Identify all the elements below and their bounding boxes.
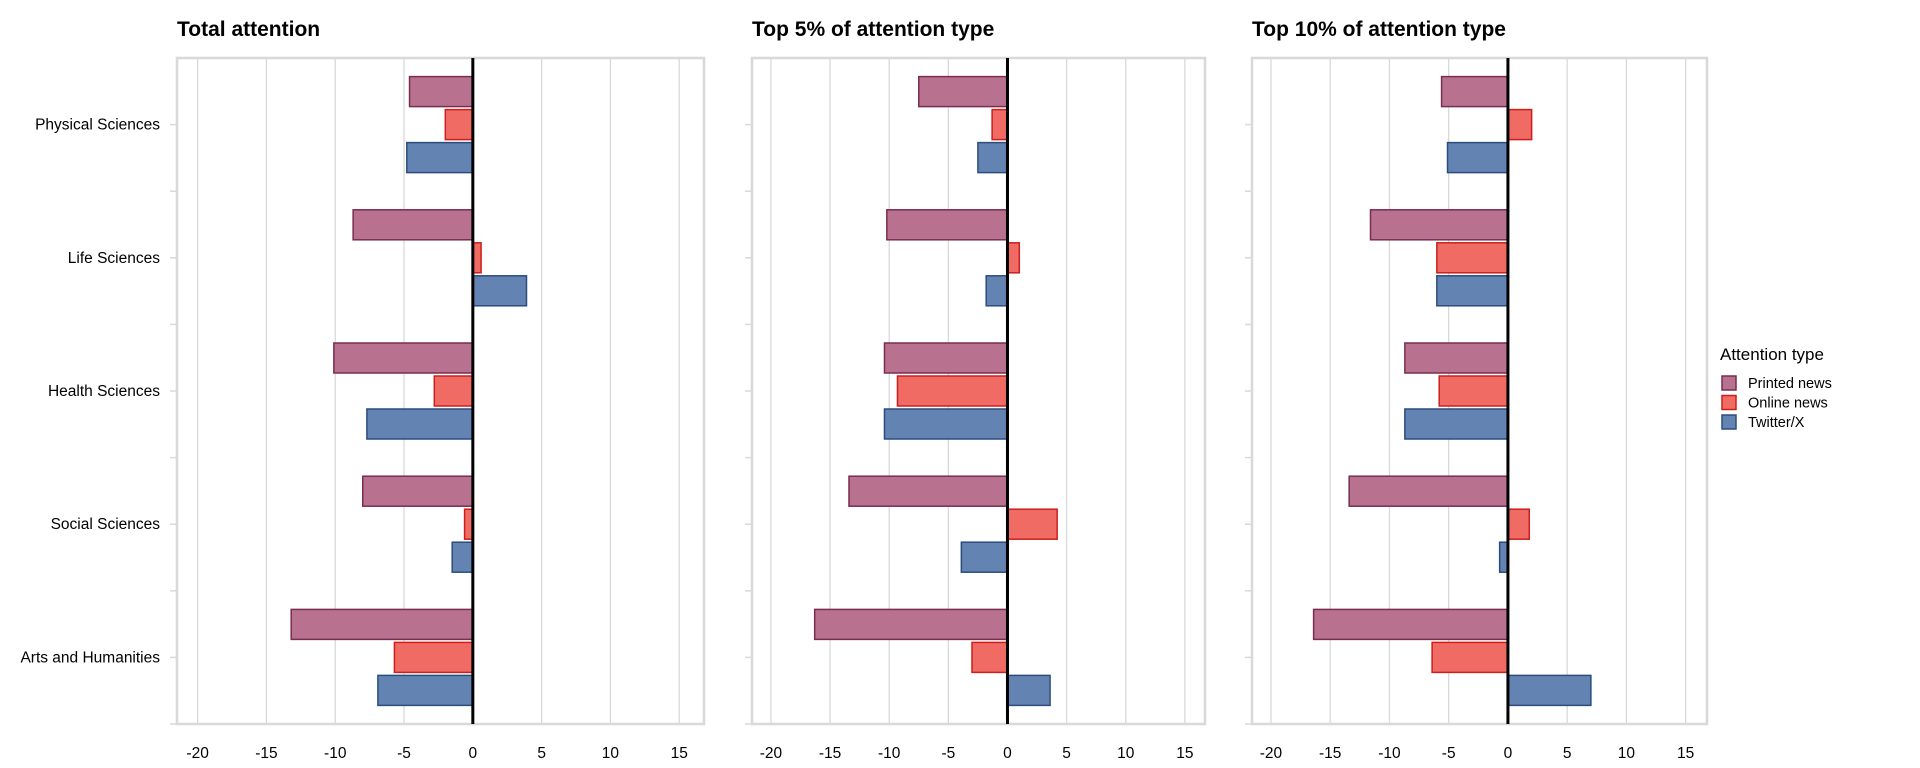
x-tick-label: 5 bbox=[1563, 745, 1572, 762]
bar-printed bbox=[290, 608, 474, 641]
category-label: Arts and Humanities bbox=[20, 649, 160, 666]
category-label: Life Sciences bbox=[68, 250, 160, 267]
bar-printed bbox=[1404, 342, 1509, 374]
legend: Attention type Printed news Online news Tw… bbox=[1720, 345, 1832, 431]
x-tick-label: 0 bbox=[1003, 745, 1012, 762]
bar-online bbox=[991, 108, 1009, 141]
x-tick-label: -5 bbox=[397, 745, 411, 762]
bar-online bbox=[1436, 242, 1509, 274]
bar-printed bbox=[333, 342, 474, 374]
bar-twitter bbox=[985, 275, 1009, 307]
bar-online bbox=[1438, 375, 1509, 407]
bar-online bbox=[444, 108, 474, 141]
bar-printed bbox=[408, 75, 474, 108]
x-tick-label: -15 bbox=[255, 745, 277, 762]
panel-3: Top 10% of attention type -20 -15 -10 -5 0 5 10… bbox=[1245, 18, 1709, 762]
panel-frame bbox=[175, 56, 706, 726]
legend-label: Twitter/X bbox=[1748, 415, 1805, 431]
legend-swatch-online bbox=[1721, 394, 1737, 411]
x-tick-label: -5 bbox=[1442, 745, 1456, 762]
x-tick-label: 15 bbox=[1677, 745, 1694, 762]
bar-twitter bbox=[1404, 408, 1509, 440]
x-tick-label: -20 bbox=[186, 745, 209, 762]
bar-twitter bbox=[406, 141, 474, 174]
bar-printed bbox=[1369, 209, 1509, 241]
bar-printed bbox=[883, 342, 1009, 374]
bar-twitter bbox=[1507, 674, 1592, 707]
bar-twitter bbox=[1006, 674, 1051, 707]
x-tick-label: -10 bbox=[1378, 745, 1401, 762]
bar-printed bbox=[848, 475, 1009, 507]
bar-printed bbox=[1440, 75, 1509, 108]
x-tick-label: 15 bbox=[1176, 745, 1193, 762]
panel-2: Top 5% of attention type -20 -15 -10 -5 0 5 10 1… bbox=[745, 18, 1207, 762]
bar-printed bbox=[813, 608, 1009, 641]
bar-online bbox=[1006, 508, 1058, 540]
legend-swatch-printed bbox=[1721, 375, 1737, 391]
x-tick-label: -5 bbox=[941, 745, 955, 762]
panel-1: Total attention Physical Sciences Life Sci… bbox=[20, 18, 706, 762]
bar-online bbox=[896, 375, 1009, 407]
panel-title: Top 5% of attention type bbox=[752, 18, 994, 41]
x-tick-label: -10 bbox=[878, 745, 901, 762]
legend-label: Online news bbox=[1748, 396, 1828, 412]
x-tick-label: 15 bbox=[671, 745, 688, 762]
bar-printed bbox=[918, 75, 1009, 108]
x-tick-label: -20 bbox=[1260, 745, 1283, 762]
bar-twitter bbox=[366, 408, 474, 440]
bar-printed bbox=[352, 209, 474, 241]
bar-twitter bbox=[1446, 141, 1509, 174]
bar-printed bbox=[362, 475, 474, 507]
x-tick-label: -20 bbox=[760, 745, 783, 762]
bar-twitter bbox=[451, 541, 474, 573]
x-tick-label: -10 bbox=[324, 745, 347, 762]
bar-printed bbox=[886, 209, 1009, 241]
x-tick-label: 10 bbox=[602, 745, 620, 762]
chart-panels: Total attention Physical Sciences Life Sci… bbox=[20, 18, 1709, 762]
bar-twitter bbox=[883, 408, 1009, 440]
panel-frame bbox=[1250, 56, 1709, 726]
panel-title: Top 10% of attention type bbox=[1252, 18, 1506, 41]
x-tick-label: 10 bbox=[1618, 745, 1636, 762]
x-tick-label: 5 bbox=[1062, 745, 1071, 762]
legend-label: Printed news bbox=[1748, 376, 1832, 392]
bar-twitter bbox=[377, 674, 474, 707]
panel-title: Total attention bbox=[177, 18, 320, 41]
bar-online bbox=[1006, 242, 1021, 274]
x-tick-label: 5 bbox=[537, 745, 546, 762]
bar-online bbox=[971, 641, 1009, 674]
x-tick-label: -15 bbox=[819, 745, 841, 762]
panel-frame bbox=[750, 56, 1207, 726]
bar-online bbox=[393, 641, 474, 674]
bar-online bbox=[433, 375, 474, 407]
bar-twitter bbox=[472, 275, 528, 307]
bar-printed bbox=[1348, 475, 1509, 507]
x-tick-label: 0 bbox=[469, 745, 478, 762]
legend-items: Printed news Online news Twitter/X bbox=[1721, 375, 1832, 431]
bar-online bbox=[1507, 508, 1531, 540]
bar-online bbox=[1431, 641, 1509, 674]
x-tick-label: 10 bbox=[1117, 745, 1135, 762]
category-label: Social Sciences bbox=[51, 516, 161, 533]
legend-swatch-twitter bbox=[1721, 414, 1737, 430]
bar-twitter bbox=[1436, 275, 1509, 307]
category-label: Health Sciences bbox=[48, 383, 160, 400]
x-tick-label: 0 bbox=[1504, 745, 1513, 762]
bar-twitter bbox=[960, 541, 1009, 573]
legend-title: Attention type bbox=[1720, 345, 1824, 364]
bar-online bbox=[1507, 108, 1533, 141]
bar-printed bbox=[1312, 608, 1509, 641]
bar-twitter bbox=[977, 141, 1009, 174]
category-label: Physical Sciences bbox=[35, 117, 160, 134]
x-tick-label: -15 bbox=[1319, 745, 1341, 762]
